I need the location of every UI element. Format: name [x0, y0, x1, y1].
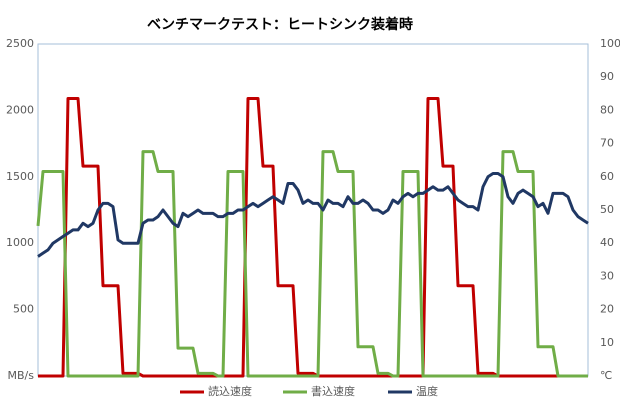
y-tick-label: 2000	[6, 103, 34, 116]
chart-title: ベンチマークテスト：ヒートシンク装着時	[147, 16, 413, 33]
y2-tick-label: 80	[600, 103, 614, 116]
y-tick-label: 1000	[6, 236, 34, 249]
y2-tick-label: 40	[600, 236, 614, 249]
series-line	[36, 150, 588, 378]
y2-tick-label: 10	[600, 336, 614, 349]
y2-tick-label: 30	[600, 269, 614, 282]
y-tick-label: 1500	[6, 170, 34, 183]
y2-tick-label: 20	[600, 303, 614, 316]
y-tick-label: MB/s	[8, 369, 35, 382]
y2-tick-label: 100	[600, 37, 620, 50]
y2-tick-label: 60	[600, 170, 614, 183]
y-tick-label: 2500	[6, 37, 34, 50]
series-line	[37, 171, 589, 258]
y2-tick-label: ℃	[600, 369, 612, 382]
y2-tick-label: 70	[600, 137, 614, 150]
legend-label: 読込速度	[208, 384, 252, 398]
y2-tick-label: 50	[600, 203, 614, 216]
y2-tick-label: 90	[600, 70, 614, 83]
y-tick-label: 500	[13, 303, 34, 316]
legend-label: 温度	[416, 384, 438, 398]
series-line	[38, 96, 588, 378]
legend-label: 書込速度	[311, 384, 355, 398]
